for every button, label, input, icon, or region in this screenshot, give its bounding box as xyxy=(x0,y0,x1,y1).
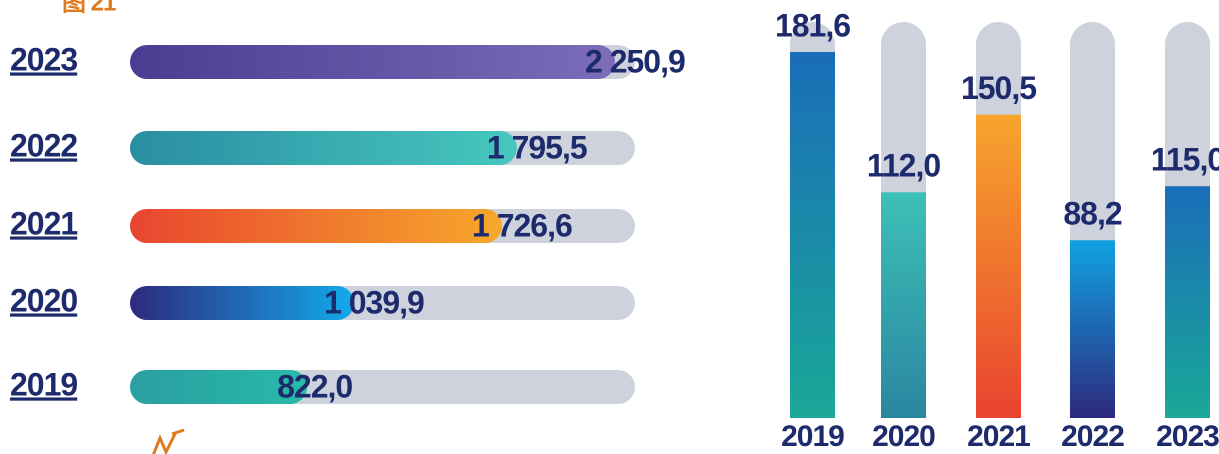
year-label: 2019 xyxy=(10,366,77,402)
bar xyxy=(976,114,1021,419)
bar xyxy=(130,45,615,79)
bar xyxy=(881,192,926,418)
value-label: 822,0 xyxy=(277,368,352,404)
x-tick-label: 2019 xyxy=(781,420,844,453)
value-label: 88,2 xyxy=(1063,196,1121,232)
x-tick-label: 2022 xyxy=(1061,420,1124,453)
value-label: 181,6 xyxy=(775,7,850,43)
value-label: 1 726,6 xyxy=(472,207,572,243)
value-label: 112,0 xyxy=(867,148,941,184)
value-label: 115,0 xyxy=(1151,142,1219,178)
bar xyxy=(130,131,517,165)
value-label: 2 250,9 xyxy=(585,43,685,79)
x-tick-label: 2020 xyxy=(872,420,935,453)
x-tick-label: 2021 xyxy=(967,420,1030,453)
logo xyxy=(151,428,185,454)
year-label: 2022 xyxy=(10,127,77,163)
year-label: 2020 xyxy=(10,282,77,318)
bar xyxy=(1165,186,1210,418)
value-label: 150,5 xyxy=(961,70,1036,106)
bar xyxy=(130,370,308,404)
value-label: 1 039,9 xyxy=(324,284,424,320)
bar xyxy=(130,209,503,243)
figure-label: 图 21 xyxy=(62,0,116,16)
year-label: 2021 xyxy=(10,205,77,241)
x-tick-label: 2023 xyxy=(1156,420,1219,453)
bar xyxy=(1070,240,1115,418)
bar xyxy=(130,286,355,320)
bar xyxy=(790,52,835,418)
year-label: 2023 xyxy=(10,41,77,77)
value-label: 1 795,5 xyxy=(487,129,587,165)
